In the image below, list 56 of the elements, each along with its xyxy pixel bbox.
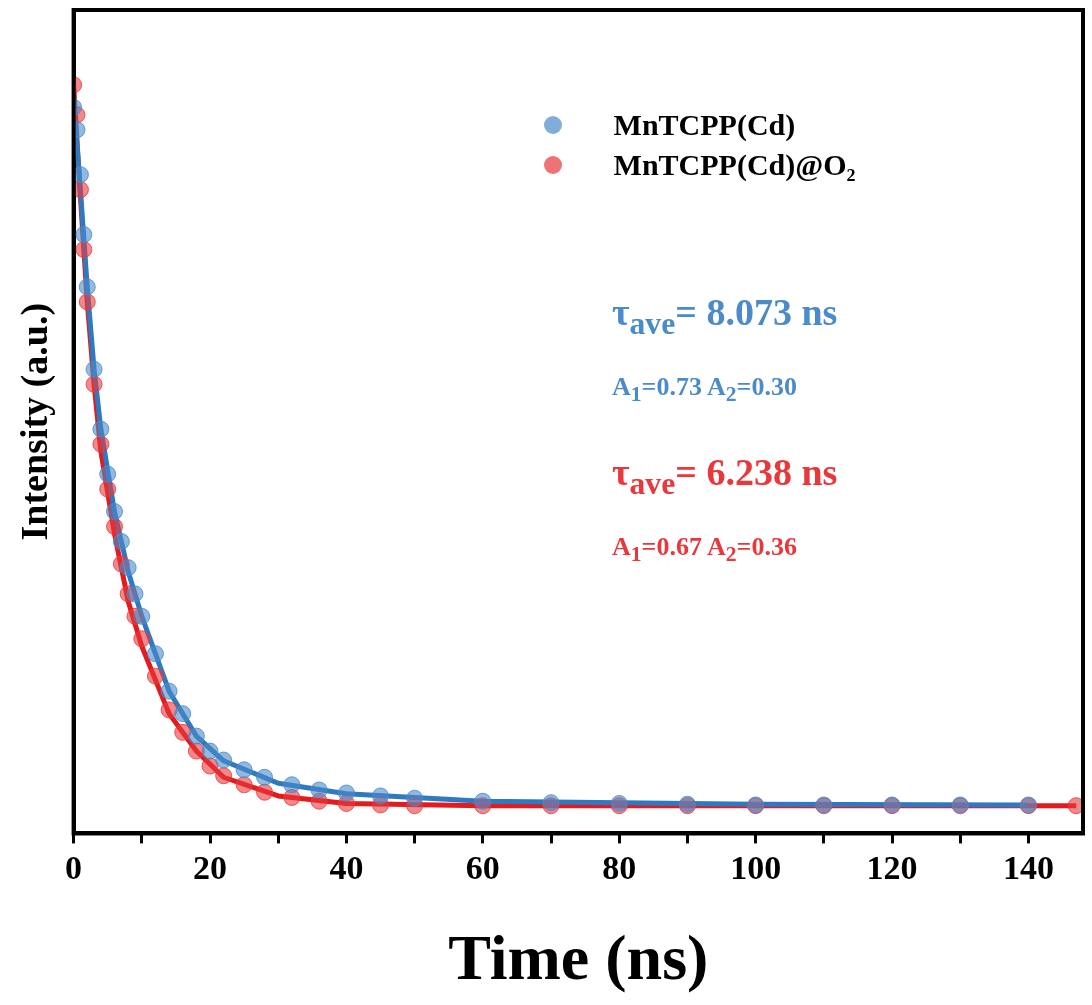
point bbox=[133, 607, 151, 625]
point bbox=[85, 375, 103, 393]
legend-label: MnTCPP(Cd) bbox=[613, 108, 796, 142]
point bbox=[106, 518, 124, 535]
point bbox=[133, 630, 151, 648]
point bbox=[146, 667, 164, 685]
point bbox=[256, 783, 274, 801]
point bbox=[372, 787, 390, 805]
point bbox=[201, 742, 219, 760]
point bbox=[160, 682, 178, 700]
point bbox=[99, 465, 117, 483]
x-tick-label: 0 bbox=[65, 848, 83, 886]
legend-label: MnTCPP(Cd)@O₂ bbox=[613, 148, 856, 182]
x-tick-label: 100 bbox=[730, 848, 782, 886]
x-tick-label: 120 bbox=[866, 848, 918, 886]
point bbox=[310, 781, 328, 799]
point bbox=[160, 701, 178, 719]
point bbox=[73, 166, 89, 184]
point bbox=[119, 559, 137, 577]
point bbox=[92, 420, 110, 438]
x-tick-label: 80 bbox=[602, 848, 637, 886]
point bbox=[78, 293, 96, 311]
point bbox=[146, 645, 164, 663]
y-axis-title: Intensity (a.u.) bbox=[12, 302, 56, 541]
annotation: τ$_{ave}$= 6.238 ns bbox=[612, 450, 838, 502]
point bbox=[126, 585, 144, 603]
annotation: A$_{1}$=0.67 A$_{2}$=0.36 bbox=[612, 532, 797, 568]
point bbox=[235, 761, 253, 779]
point bbox=[78, 278, 96, 296]
point bbox=[215, 767, 233, 785]
point bbox=[75, 226, 93, 244]
point bbox=[215, 751, 233, 769]
x-tick-label: 140 bbox=[1002, 848, 1054, 886]
x-tick-label: 40 bbox=[329, 848, 364, 886]
point bbox=[1067, 797, 1083, 815]
annotation: τ$_{ave}$= 8.073 ns bbox=[612, 290, 838, 342]
point bbox=[406, 789, 424, 807]
annotation: A$_{1}$=0.73 A$_{2}$=0.30 bbox=[612, 372, 797, 408]
point bbox=[337, 784, 355, 802]
point bbox=[99, 480, 117, 498]
x-tick-label: 20 bbox=[193, 848, 228, 886]
point bbox=[174, 723, 192, 741]
x-axis-title: Time (ns) bbox=[448, 922, 709, 994]
point bbox=[283, 776, 301, 794]
point bbox=[187, 727, 205, 745]
point bbox=[474, 792, 492, 810]
point bbox=[174, 705, 192, 723]
point bbox=[75, 241, 93, 259]
point bbox=[235, 776, 253, 794]
point bbox=[85, 360, 103, 378]
point bbox=[256, 768, 274, 786]
point bbox=[106, 503, 124, 521]
x-tick-label: 60 bbox=[465, 848, 500, 886]
point bbox=[112, 532, 130, 550]
point bbox=[92, 435, 110, 453]
point bbox=[201, 757, 219, 775]
